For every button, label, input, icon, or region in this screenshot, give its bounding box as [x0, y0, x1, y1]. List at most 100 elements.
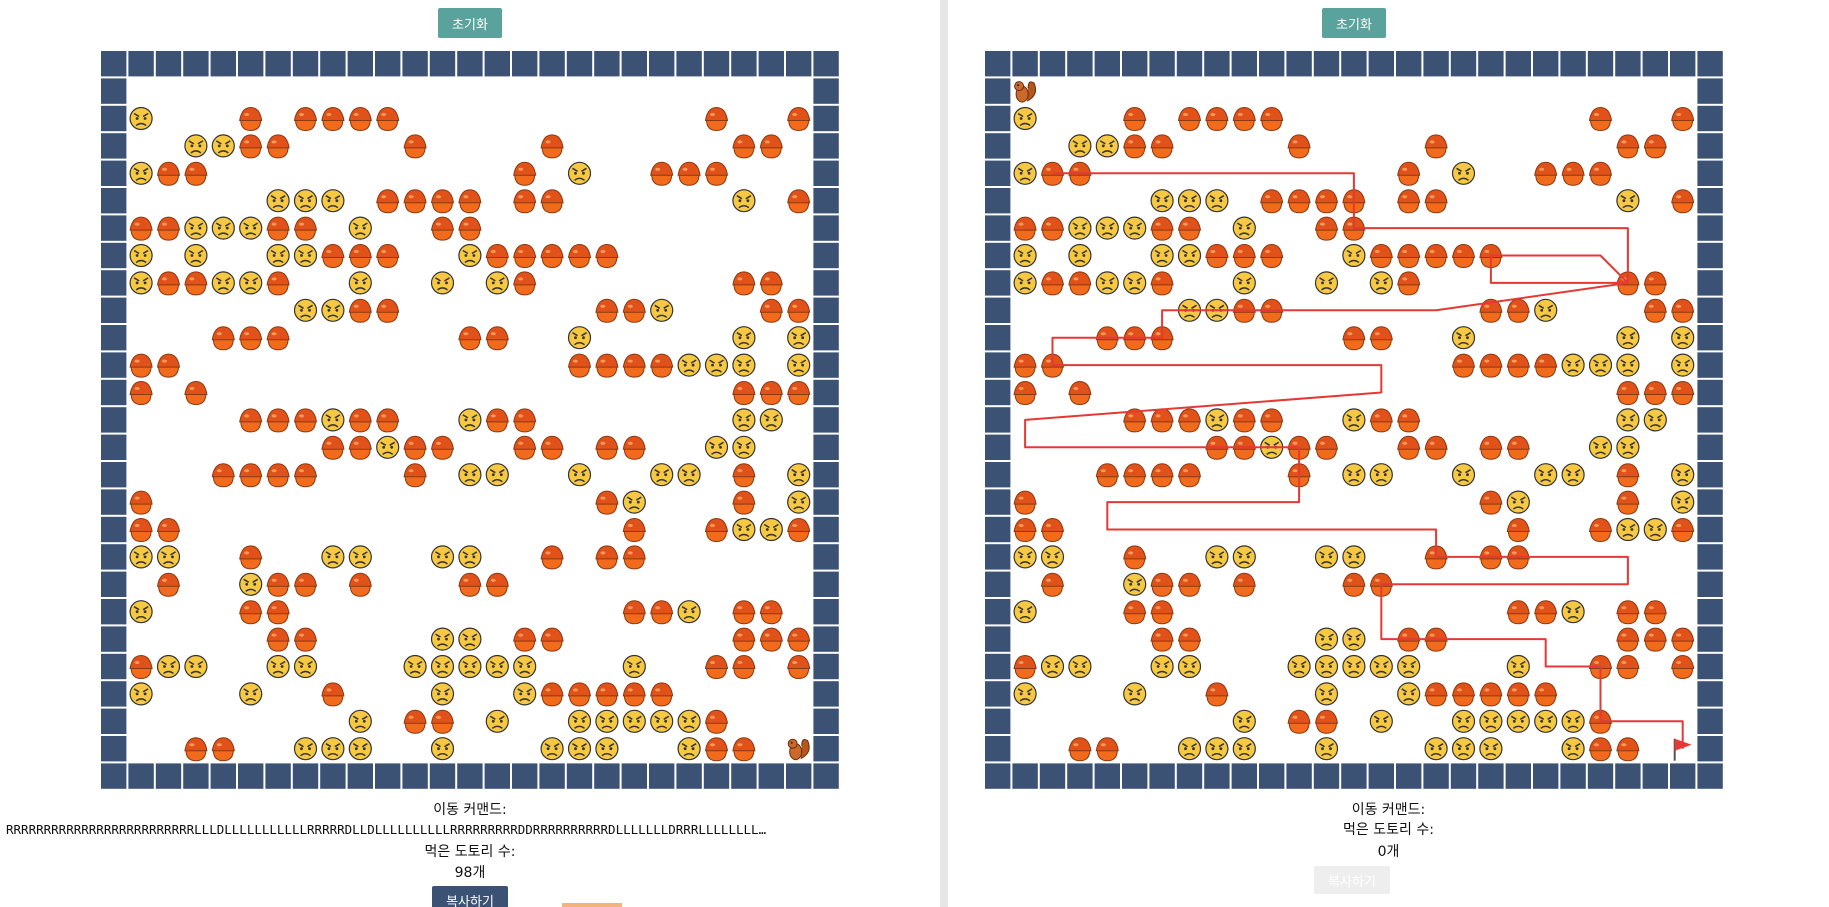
wall-tile — [101, 379, 127, 406]
angry-face-icon — [567, 463, 592, 487]
wall-tile — [375, 763, 401, 789]
angry-face-icon — [1068, 216, 1092, 240]
wall-tile — [1204, 763, 1230, 789]
angry-face-icon — [129, 106, 153, 131]
wall-tile — [101, 407, 127, 433]
wall-tile — [128, 763, 154, 789]
acorn-icon — [293, 106, 318, 132]
reset-button[interactable]: 초기화 — [1322, 8, 1386, 38]
angry-face-icon — [239, 682, 263, 706]
wall-tile — [292, 51, 319, 77]
acorn-icon — [1397, 271, 1421, 296]
acorn-icon — [787, 654, 811, 680]
wall-tile — [621, 763, 647, 789]
acorn-icon — [595, 682, 619, 707]
angry-face-icon — [1561, 353, 1585, 377]
angry-face-icon — [348, 271, 372, 295]
acorn-icon — [430, 435, 455, 460]
angry-face-icon — [1616, 189, 1640, 213]
acorn-icon — [622, 435, 646, 460]
copy-button[interactable]: 복사하기 — [432, 886, 508, 907]
wall-tile — [1396, 763, 1422, 789]
wall-tile — [1697, 379, 1723, 406]
wall-tile — [101, 215, 127, 241]
angry-face-icon — [1205, 408, 1229, 432]
wall-tile — [402, 763, 428, 789]
angry-face-icon — [1588, 435, 1613, 459]
acorn-icon — [1451, 243, 1476, 269]
acorn-icon — [1397, 435, 1421, 460]
angry-face-icon — [1123, 572, 1147, 596]
angry-face-icon — [595, 709, 619, 733]
acorn-icon — [430, 216, 455, 241]
wall-tile — [1341, 51, 1367, 77]
wall-tile — [813, 297, 839, 323]
wall-tile — [1697, 736, 1723, 762]
angry-face-icon — [184, 243, 208, 268]
angry-face-icon — [704, 353, 729, 377]
angry-face-icon — [622, 654, 646, 679]
acorn-icon — [1177, 408, 1202, 433]
acorn-icon — [622, 517, 646, 543]
wall-tile — [703, 51, 730, 77]
wall-tile — [566, 51, 593, 77]
acorn-icon — [1260, 106, 1284, 132]
acorn-icon — [622, 682, 646, 707]
acorn-icon — [1506, 353, 1530, 378]
wall-tile — [985, 105, 1011, 132]
wall-tile — [813, 599, 839, 625]
acorn-icon — [1534, 600, 1558, 625]
acorn-icon — [1506, 545, 1530, 570]
wall-tile — [621, 51, 647, 77]
acorn-icon — [1671, 654, 1695, 680]
acorn-icon — [1534, 161, 1558, 186]
angry-face-icon — [1451, 737, 1476, 761]
acorn-icon — [1424, 435, 1448, 460]
angry-face-icon — [1369, 463, 1393, 487]
angry-face-icon — [567, 709, 592, 733]
acorn-icon — [1479, 435, 1503, 460]
acorn-icon — [1095, 463, 1119, 488]
acorn-icon — [1616, 463, 1640, 488]
reset-button[interactable]: 초기화 — [438, 8, 502, 38]
acorn-icon — [1616, 380, 1640, 406]
wall-tile — [183, 51, 209, 77]
angry-face-icon — [1588, 353, 1613, 377]
wall-tile — [985, 763, 1011, 789]
acorn-icon — [1205, 435, 1229, 460]
wall-tile — [1697, 352, 1723, 378]
wall-tile — [1697, 407, 1723, 433]
wall-tile — [101, 681, 127, 707]
wall-tile — [1697, 325, 1723, 351]
angry-face-icon — [485, 271, 509, 295]
angry-face-icon — [458, 627, 482, 651]
angry-face-icon — [1287, 654, 1311, 679]
wall-tile — [1039, 763, 1066, 789]
angry-face-icon — [1451, 326, 1476, 350]
wall-tile — [813, 462, 839, 488]
angry-face-icon — [239, 216, 263, 240]
acorn-icon — [1643, 298, 1667, 323]
angry-face-icon — [1068, 243, 1092, 268]
wall-tile — [985, 626, 1011, 652]
wall-tile — [1697, 105, 1723, 132]
acorn-icon — [293, 572, 318, 597]
acorn-icon — [1040, 271, 1065, 296]
acorn-icon — [1068, 380, 1092, 406]
copy-button[interactable]: 복사하기 — [1314, 866, 1390, 894]
acorn-icon — [1588, 106, 1613, 132]
wall-tile — [128, 51, 154, 77]
acorn-icon — [1588, 517, 1613, 543]
angry-face-icon — [458, 243, 482, 268]
acorn-icon — [540, 627, 564, 652]
wall-tile — [813, 51, 839, 77]
acorn-icon — [595, 243, 619, 269]
wall-tile — [1697, 434, 1723, 460]
acorn-icon — [1588, 737, 1613, 762]
angry-face-icon — [211, 134, 235, 158]
acorn-icon — [1643, 134, 1667, 159]
player-layer — [787, 738, 810, 761]
wall-tile — [1697, 242, 1723, 269]
wall-tile — [758, 51, 784, 77]
angry-face-icon — [1506, 490, 1530, 514]
